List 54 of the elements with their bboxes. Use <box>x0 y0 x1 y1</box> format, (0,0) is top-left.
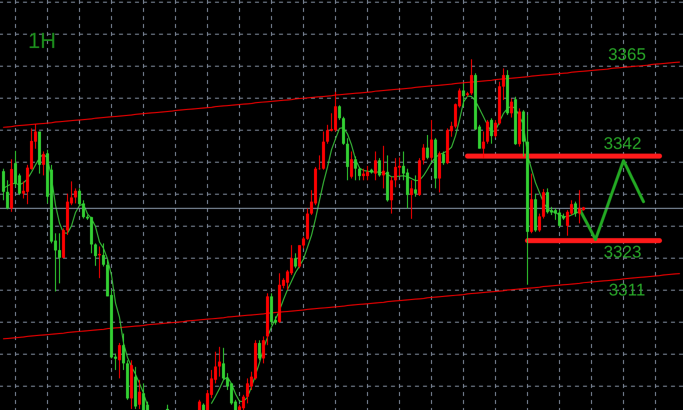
candlestick <box>338 104 341 120</box>
candlestick <box>42 151 45 176</box>
candlestick <box>74 188 77 204</box>
candlestick <box>538 213 541 232</box>
candlestick <box>546 188 549 214</box>
candlestick <box>486 119 489 144</box>
candlestick <box>558 210 561 228</box>
candlestick <box>102 242 105 268</box>
candlestick <box>366 165 369 181</box>
series-label: 3342 <box>604 134 642 154</box>
candlestick <box>414 174 417 198</box>
candlestick <box>166 404 169 410</box>
candlestick <box>354 156 357 181</box>
candlestick <box>502 68 505 100</box>
candlestick <box>242 394 245 410</box>
candlestick <box>350 151 353 180</box>
candlestick <box>222 347 225 380</box>
candlestick <box>118 342 121 379</box>
candlestick <box>218 346 221 378</box>
candlestick <box>426 134 429 160</box>
candlestick <box>262 336 265 364</box>
series-label: 3311 <box>608 280 646 300</box>
candlestick <box>246 378 249 404</box>
candlestick <box>422 144 425 165</box>
chart-title: 1H <box>28 28 56 53</box>
candlestick <box>326 124 329 144</box>
candlestick <box>358 166 361 181</box>
candlestick <box>378 158 381 178</box>
candlestick <box>406 168 409 209</box>
series-label: 3323 <box>604 242 642 262</box>
candlestick <box>94 242 97 266</box>
candlestick <box>374 151 377 181</box>
candlestick <box>430 119 433 161</box>
candlestick <box>294 252 297 269</box>
candlestick <box>138 379 141 410</box>
series-label: 3365 <box>608 45 646 64</box>
candlestick <box>482 131 485 159</box>
candlestick <box>442 151 445 166</box>
candlestick <box>574 201 577 218</box>
candlestick <box>258 340 261 361</box>
candlestick <box>394 158 397 188</box>
candlestick <box>98 246 101 279</box>
candlestick <box>58 232 61 284</box>
candlestick <box>362 168 365 181</box>
candlestick <box>122 333 125 371</box>
candlestick <box>510 98 513 118</box>
candlestick <box>198 399 201 410</box>
candlestick <box>390 176 393 214</box>
candlestick <box>490 118 493 144</box>
candlestick <box>410 180 413 220</box>
candlestick <box>6 180 9 210</box>
candlestick <box>382 145 385 189</box>
candlestick <box>578 190 581 224</box>
candlestick <box>346 138 349 181</box>
